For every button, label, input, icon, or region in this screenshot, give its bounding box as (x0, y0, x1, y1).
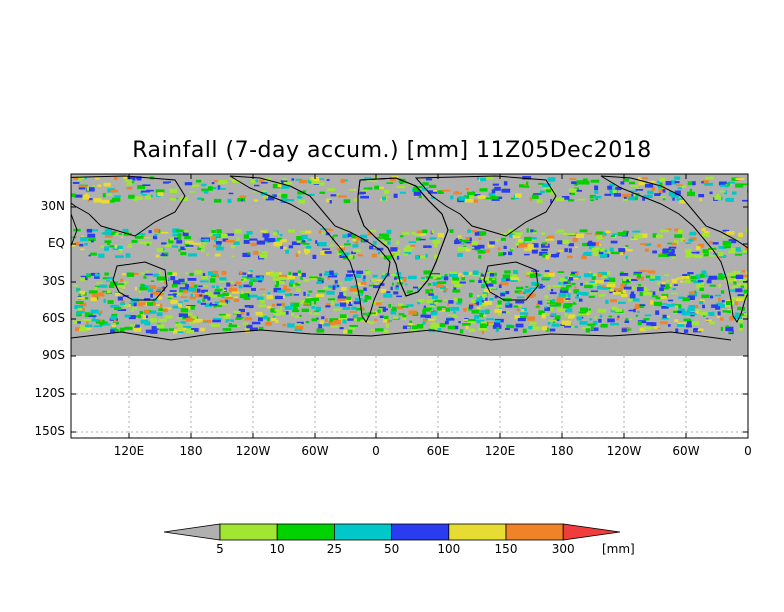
y-tick-label: 150S (34, 424, 65, 438)
colorbar-unit: [mm] (602, 542, 635, 556)
colorbar-label: 5 (216, 542, 224, 556)
y-tick-label: 90S (42, 348, 65, 362)
colorbar-label: 150 (494, 542, 518, 556)
colorbar-label: 10 (269, 542, 285, 556)
x-tick-label: 180 (550, 444, 574, 458)
x-tick-label: 120E (113, 444, 145, 458)
colorbar-segment (333, 523, 392, 541)
map-title: Rainfall (7-day accum.) [mm] 11Z05Dec201… (132, 138, 652, 163)
plot-frame (70, 173, 749, 439)
grid-lines (71, 356, 748, 438)
rain-field (71, 176, 748, 356)
y-tick-label: EQ (47, 236, 65, 250)
x-tick-label: 60W (301, 444, 329, 458)
colorbar-label: 25 (326, 542, 343, 556)
x-tick-label: 60E (426, 444, 450, 458)
colorbar-label: 100 (437, 542, 461, 556)
colorbar-left-arrow (163, 523, 221, 541)
x-tick-label: 0 (372, 444, 380, 458)
colorbar-segment (219, 523, 278, 541)
x-tick-label: 120E (484, 444, 516, 458)
colorbar-segment (276, 523, 335, 541)
y-tick-label: 30S (42, 274, 65, 288)
y-tick-label: 30N (40, 199, 65, 213)
empty-region (71, 356, 748, 438)
colorbar-label: 300 (551, 542, 575, 556)
land-outlines (71, 175, 748, 341)
y-tick-label: 120S (34, 386, 65, 400)
x-tick-label: 120W (606, 444, 642, 458)
colorbar-segment (505, 523, 564, 541)
x-tick-label: 60W (672, 444, 700, 458)
x-tick-label: 0 (744, 444, 752, 458)
colorbar-label: 50 (383, 542, 400, 556)
colorbar-right-arrow (562, 523, 621, 541)
x-tick-label: 180 (179, 444, 203, 458)
y-tick-label: 60S (42, 311, 65, 325)
colorbar-segment (391, 523, 450, 541)
x-tick-label: 120W (235, 444, 271, 458)
colorbar-segment (448, 523, 507, 541)
